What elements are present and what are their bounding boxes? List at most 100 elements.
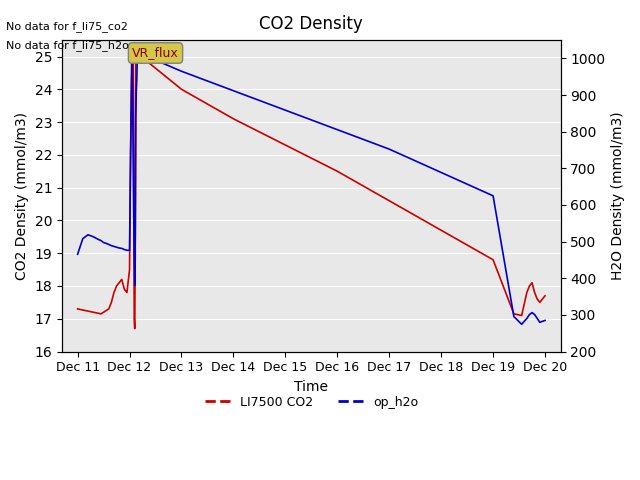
- op_h2o: [127, 115, 135, 121]
- op_h2o: [108, 243, 115, 249]
- LI7500 CO2: [533, 296, 541, 302]
- LI7500 CO2: [115, 280, 123, 286]
- op_h2o: [531, 312, 538, 317]
- LI7500 CO2: [127, 152, 134, 158]
- op_h2o: [90, 234, 97, 240]
- Title: CO2 Density: CO2 Density: [259, 15, 363, 33]
- LI7500 CO2: [113, 283, 120, 289]
- op_h2o: [536, 320, 543, 325]
- op_h2o: [74, 252, 81, 257]
- LI7500 CO2: [97, 311, 105, 317]
- LI7500 CO2: [523, 289, 531, 295]
- Line: op_h2o: op_h2o: [77, 56, 545, 324]
- op_h2o: [131, 282, 139, 288]
- op_h2o: [333, 127, 341, 132]
- op_h2o: [510, 313, 518, 319]
- op_h2o: [100, 240, 108, 245]
- LI7500 CO2: [541, 293, 549, 299]
- LI7500 CO2: [120, 287, 128, 292]
- LI7500 CO2: [74, 306, 81, 312]
- op_h2o: [110, 243, 118, 249]
- LI7500 CO2: [118, 276, 125, 282]
- LI7500 CO2: [136, 57, 144, 63]
- op_h2o: [528, 310, 536, 315]
- LI7500 CO2: [333, 168, 341, 174]
- LI7500 CO2: [90, 309, 97, 315]
- LI7500 CO2: [132, 55, 140, 61]
- op_h2o: [120, 247, 128, 252]
- op_h2o: [79, 236, 86, 241]
- op_h2o: [525, 312, 533, 317]
- LI7500 CO2: [125, 267, 133, 273]
- op_h2o: [282, 108, 289, 113]
- LI7500 CO2: [133, 57, 141, 63]
- op_h2o: [134, 53, 141, 59]
- op_h2o: [489, 193, 497, 199]
- LI7500 CO2: [385, 198, 393, 204]
- LI7500 CO2: [131, 316, 138, 322]
- LI7500 CO2: [132, 57, 140, 63]
- LI7500 CO2: [437, 228, 445, 233]
- LI7500 CO2: [510, 311, 518, 317]
- op_h2o: [125, 248, 133, 253]
- op_h2o: [518, 322, 525, 327]
- LI7500 CO2: [178, 86, 186, 92]
- Legend: LI7500 CO2, op_h2o: LI7500 CO2, op_h2o: [200, 391, 423, 414]
- LI7500 CO2: [129, 55, 136, 61]
- LI7500 CO2: [110, 289, 118, 295]
- op_h2o: [385, 146, 393, 152]
- op_h2o: [123, 248, 131, 253]
- op_h2o: [533, 315, 541, 321]
- op_h2o: [141, 53, 149, 59]
- LI7500 CO2: [230, 116, 237, 121]
- op_h2o: [105, 241, 113, 247]
- op_h2o: [97, 238, 105, 243]
- op_h2o: [113, 244, 120, 250]
- LI7500 CO2: [141, 57, 149, 63]
- op_h2o: [131, 252, 138, 257]
- op_h2o: [523, 315, 531, 321]
- LI7500 CO2: [128, 59, 136, 64]
- op_h2o: [130, 213, 138, 218]
- LI7500 CO2: [130, 152, 138, 158]
- LI7500 CO2: [129, 59, 137, 64]
- op_h2o: [129, 96, 136, 101]
- Text: No data for f_li75_h2o: No data for f_li75_h2o: [6, 40, 129, 51]
- LI7500 CO2: [123, 289, 131, 295]
- LI7500 CO2: [528, 280, 536, 286]
- op_h2o: [128, 76, 136, 82]
- LI7500 CO2: [108, 300, 115, 305]
- op_h2o: [129, 154, 137, 160]
- op_h2o: [541, 317, 549, 323]
- op_h2o: [178, 68, 186, 74]
- Text: No data for f_li75_co2: No data for f_li75_co2: [6, 21, 128, 32]
- Line: LI7500 CO2: LI7500 CO2: [77, 58, 545, 329]
- op_h2o: [131, 232, 139, 238]
- LI7500 CO2: [518, 312, 525, 318]
- LI7500 CO2: [81, 308, 89, 313]
- op_h2o: [136, 53, 144, 59]
- op_h2o: [128, 57, 136, 62]
- op_h2o: [84, 232, 92, 238]
- LI7500 CO2: [489, 257, 497, 263]
- Text: VR_flux: VR_flux: [132, 47, 179, 60]
- LI7500 CO2: [131, 250, 139, 256]
- op_h2o: [132, 115, 140, 121]
- LI7500 CO2: [282, 142, 289, 148]
- LI7500 CO2: [105, 306, 113, 312]
- op_h2o: [118, 245, 125, 251]
- LI7500 CO2: [531, 289, 538, 295]
- LI7500 CO2: [131, 326, 139, 332]
- op_h2o: [437, 169, 445, 175]
- op_h2o: [133, 76, 141, 82]
- Y-axis label: CO2 Density (mmol/m3): CO2 Density (mmol/m3): [15, 112, 29, 280]
- op_h2o: [132, 88, 140, 94]
- X-axis label: Time: Time: [294, 380, 328, 394]
- op_h2o: [115, 245, 123, 251]
- LI7500 CO2: [536, 300, 543, 305]
- op_h2o: [95, 237, 102, 242]
- Y-axis label: H2O Density (mmol/m3): H2O Density (mmol/m3): [611, 111, 625, 280]
- op_h2o: [102, 240, 110, 246]
- LI7500 CO2: [525, 283, 533, 289]
- op_h2o: [127, 154, 134, 160]
